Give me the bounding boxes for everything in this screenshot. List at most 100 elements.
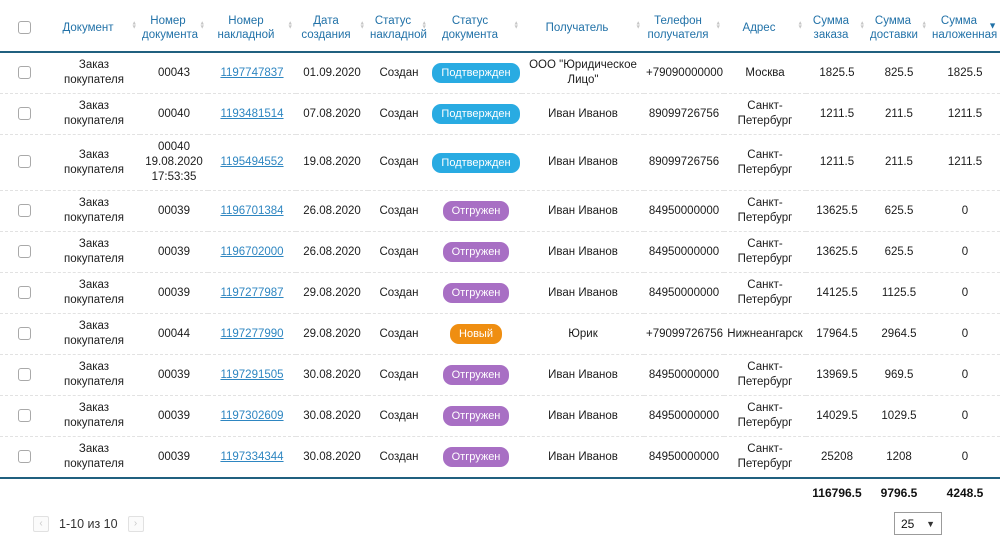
column-label: Сумма доставки (870, 14, 918, 41)
cod-sum-cell: 0 (930, 272, 1000, 314)
document-cell: Заказ покупателя (48, 190, 140, 232)
column-header[interactable]: Документ ▲ ▼ (48, 0, 140, 53)
sort-toggle-icon[interactable]: ▲ ▼ (797, 20, 803, 31)
invoice-number-link[interactable]: 1197302609 (220, 409, 284, 422)
invoice-number-link[interactable]: 1197277990 (220, 327, 284, 340)
row-checkbox[interactable] (17, 203, 31, 217)
invoice-number-link[interactable]: 1195494552 (220, 156, 284, 168)
column-label: Сумма заказа (812, 14, 850, 41)
address-cell: Санкт-Петербург (724, 190, 806, 232)
invoice-status-cell: Создан (368, 52, 430, 94)
sort-toggle-icon[interactable]: ▲ ▼ (513, 20, 519, 31)
prev-page-button[interactable]: ‹ (33, 515, 49, 532)
delivery-sum-cell: 1029.5 (868, 395, 930, 437)
invoice-number-cell: 1197277990 (208, 313, 296, 355)
row-checkbox[interactable] (17, 65, 31, 79)
table-row: Заказ покупателя 00044 1197277990 29.08.… (0, 313, 1000, 355)
sort-toggle-icon[interactable]: ▲ ▼ (859, 20, 865, 31)
table-row: Заказ покупателя 00039 1196702000 26.08.… (0, 231, 1000, 273)
recipient-cell: ООО "Юридическое Лицо" (522, 52, 644, 94)
row-checkbox[interactable] (17, 326, 31, 340)
pagination-range-label: 1-10 из 10 (59, 516, 118, 531)
doc-number-cell: 00039 (140, 395, 208, 437)
invoice-number-link[interactable]: 1196701384 (220, 204, 284, 217)
invoice-number-cell: 1197302609 (208, 395, 296, 437)
document-cell: Заказ покупателя (48, 436, 140, 479)
total-order-sum: 116796.5 (812, 486, 862, 500)
invoice-status-cell: Создан (368, 231, 430, 273)
column-header[interactable]: Телефон получателя ▲ ▼ (644, 0, 724, 53)
invoice-number-link[interactable]: 1197334344 (220, 450, 284, 463)
column-header[interactable]: Номер документа ▲ ▼ (140, 0, 208, 53)
invoice-number-link[interactable]: 1197747837 (220, 66, 284, 79)
invoice-number-cell: 1197747837 (208, 52, 296, 94)
invoice-number-link[interactable]: 1196702000 (220, 245, 284, 258)
sort-toggle-icon[interactable]: ▲ ▼ (359, 20, 365, 31)
page-size-select[interactable]: 25 ▼ (894, 512, 942, 535)
recipient-cell: Иван Иванов (522, 272, 644, 314)
phone-cell: 84950000000 (644, 436, 724, 479)
sort-toggle-icon[interactable]: ▲ ▼ (131, 20, 137, 31)
totals-spacer (0, 478, 806, 504)
cod-sum-cell: 0 (930, 436, 1000, 479)
checkbox-cell (0, 190, 48, 232)
sort-toggle-icon[interactable]: ▲ ▼ (921, 20, 927, 31)
row-checkbox[interactable] (17, 155, 31, 169)
created-date-cell: 01.09.2020 (296, 52, 368, 94)
phone-cell: +79090000000 (644, 52, 724, 94)
order-sum-cell: 13625.5 (806, 231, 868, 273)
created-date-cell: 29.08.2020 (296, 272, 368, 314)
sort-desc-icon[interactable]: ▼ (988, 20, 997, 30)
phone-cell: 89099726756 (644, 93, 724, 135)
sort-toggle-icon[interactable]: ▲ ▼ (715, 20, 721, 31)
row-checkbox[interactable] (17, 367, 31, 381)
invoice-number-link[interactable]: 1193481514 (220, 107, 284, 120)
column-header[interactable]: Статус накладной ▲ ▼ (368, 0, 430, 53)
column-header[interactable]: Получатель ▲ ▼ (522, 0, 644, 53)
document-cell: Заказ покупателя (48, 354, 140, 396)
sort-toggle-icon[interactable]: ▲ ▼ (199, 20, 205, 31)
invoice-status-cell: Создан (368, 190, 430, 232)
created-date-cell: 30.08.2020 (296, 354, 368, 396)
row-checkbox[interactable] (17, 408, 31, 422)
next-page-button[interactable]: › (127, 515, 144, 532)
table-row: Заказ покупателя 00039 1197277987 29.08.… (0, 272, 1000, 314)
invoice-number-cell: 1196701384 (208, 190, 296, 232)
document-cell: Заказ покупателя (48, 134, 140, 191)
column-header[interactable]: Дата создания ▲ ▼ (296, 0, 368, 53)
document-status-badge: Отгружен (442, 365, 510, 385)
column-header[interactable]: Статус документа ▲ ▼ (430, 0, 522, 53)
checkbox-cell (0, 52, 48, 94)
column-header[interactable]: Сумма доставки ▲ ▼ (868, 0, 930, 53)
column-header[interactable]: Сумма заказа ▲ ▼ (806, 0, 868, 53)
document-status-badge: Отгружен (442, 201, 510, 221)
delivery-sum-cell: 1125.5 (868, 272, 930, 314)
sort-toggle-icon[interactable]: ▲ ▼ (635, 20, 641, 31)
doc-number-cell: 00039 (140, 190, 208, 232)
phone-cell: 84950000000 (644, 231, 724, 273)
sort-toggle-icon[interactable]: ▲ ▼ (287, 20, 293, 31)
row-checkbox[interactable] (17, 285, 31, 299)
row-checkbox[interactable] (17, 244, 31, 258)
cod-sum-cell: 1211.5 (930, 134, 1000, 191)
column-header[interactable]: Номер накладной ▲ ▼ (208, 0, 296, 53)
recipient-cell: Иван Иванов (522, 190, 644, 232)
invoice-number-link[interactable]: 1197291505 (220, 368, 284, 381)
sort-toggle-icon[interactable]: ▲ ▼ (421, 20, 427, 31)
recipient-cell: Иван Иванов (522, 395, 644, 437)
document-cell: Заказ покупателя (48, 272, 140, 314)
row-checkbox[interactable] (17, 449, 31, 463)
delivery-sum-cell: 211.5 (868, 134, 930, 191)
column-header[interactable]: Адрес ▲ ▼ (724, 0, 806, 53)
checkbox-cell (0, 313, 48, 355)
total-delivery-sum: 9796.5 (880, 486, 918, 500)
select-all-checkbox[interactable] (17, 20, 31, 34)
invoice-number-cell: 1195494552 (208, 134, 296, 191)
document-status-cell: Отгружен (430, 436, 522, 479)
column-header[interactable]: Сумма наложенная ▼ (930, 0, 1000, 53)
document-status-cell: Подтвержден (430, 93, 522, 135)
document-status-cell: Подтвержден (430, 134, 522, 191)
row-checkbox[interactable] (17, 106, 31, 120)
created-date-cell: 26.08.2020 (296, 190, 368, 232)
invoice-number-link[interactable]: 1197277987 (220, 286, 284, 299)
